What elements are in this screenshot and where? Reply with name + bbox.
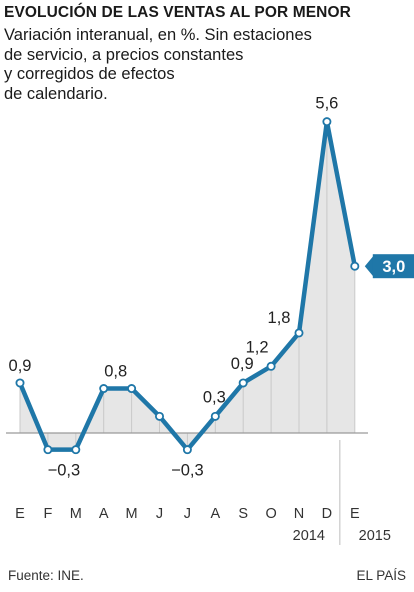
data-point [294, 328, 304, 338]
data-point [182, 445, 192, 455]
data-label: 0,8 [104, 363, 127, 381]
subtitle-line: de calendario. [4, 84, 108, 103]
subtitle-line: y corregidos de efectos [4, 65, 175, 83]
x-tick-label: A [99, 506, 109, 522]
x-tick-label: S [238, 506, 248, 522]
data-point [99, 384, 109, 394]
data-point [154, 411, 164, 421]
data-label: −0,3 [171, 462, 204, 480]
data-label: 0,9 [9, 357, 32, 375]
x-tick-label: E [15, 506, 25, 522]
data-label: 1,2 [246, 338, 269, 356]
x-tick-label: M [70, 506, 82, 522]
data-point [43, 445, 53, 455]
badge-pointer [364, 254, 375, 279]
year-label: 2015 [359, 528, 391, 544]
x-tick-label: M [126, 506, 138, 522]
data-point [210, 411, 220, 421]
data-label: 1,8 [268, 309, 291, 327]
x-tick-label: A [210, 506, 220, 522]
data-label: −0,3 [48, 462, 81, 480]
data-point [15, 378, 25, 388]
source-note: Fuente: INE. [8, 568, 84, 583]
retail-sales-chart: 0,9−0,30,8−0,30,30,91,21,85,63,0E F M A M J J A… [6, 95, 414, 545]
x-tick-label: O [265, 506, 276, 522]
year-label: 2014 [293, 528, 325, 544]
value-badge [372, 254, 414, 279]
data-point [266, 361, 276, 371]
data-label: 0,9 [231, 355, 254, 373]
x-tick-label: F [43, 506, 52, 522]
x-tick-label: N [294, 506, 304, 522]
value-badge-label: 3,0 [382, 258, 405, 276]
x-tick-label: J [156, 506, 163, 522]
data-label: 5,6 [315, 95, 338, 113]
data-point [238, 378, 248, 388]
data-label: 0,3 [203, 388, 226, 406]
x-tick-label: E [350, 506, 360, 522]
x-tick-label: D [322, 506, 332, 522]
data-point [322, 117, 332, 127]
subtitle-line: de servicio, a precios constantes [4, 45, 244, 64]
data-point [127, 384, 137, 394]
data-point [350, 261, 360, 271]
publisher-brand: EL PAÍS [356, 568, 406, 583]
chart-subtitle: Variación interanual, en %. Sin estacion… [4, 26, 384, 104]
data-point [71, 445, 81, 455]
subtitle-line: Variación interanual, en %. Sin estacion… [4, 26, 312, 44]
chart-title: EVOLUCIÓN DE LAS VENTAS AL POR MENOR [4, 4, 351, 21]
x-tick-label: J [184, 506, 191, 522]
